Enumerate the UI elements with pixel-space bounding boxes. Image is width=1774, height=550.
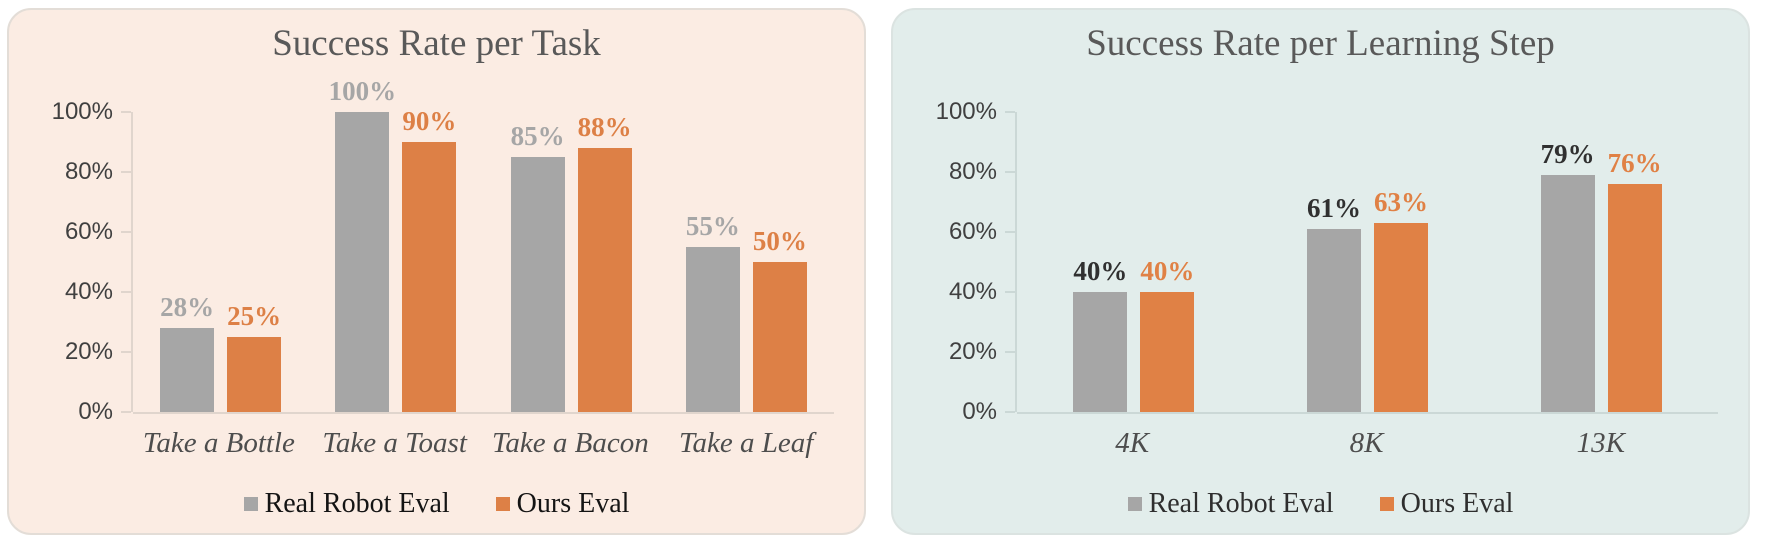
bar-real-robot-eval: 85% (510, 122, 565, 412)
y-axis-tick-label: 40% (948, 278, 997, 305)
bar-real-robot-eval: 100% (329, 77, 396, 412)
data-label: 50% (752, 226, 807, 256)
category-label: Take a Bottle (142, 427, 295, 459)
y-axis-tick-mark (1005, 351, 1015, 353)
chart-panel-success-rate-per-learning-step: Success Rate per Learning Step 0% 20% 40% 6… (891, 8, 1750, 535)
chart-title: Success Rate per Task (272, 23, 601, 64)
y-axis: 0% 20% 40% 60% 80% 100% (39, 98, 133, 425)
y-axis-tick-label: 100% (935, 98, 997, 125)
category-label: 8K (1349, 427, 1384, 459)
legend-swatch-ours-eval (495, 497, 510, 511)
bar-group: 40% 40% (1017, 112, 1251, 412)
bar-ours-eval: 90% (402, 107, 457, 412)
data-label: 88% (577, 112, 632, 142)
y-axis-tick-mark (121, 231, 131, 233)
legend-item: Real Robot Eval (1127, 488, 1334, 520)
data-label: 63% (1374, 187, 1428, 217)
y-axis-tick-label: 60% (948, 218, 997, 245)
data-label: 100% (328, 76, 397, 106)
legend: Real Robot Eval Ours Eval (923, 488, 1718, 520)
y-axis-tick-mark (121, 351, 131, 353)
y-axis-tick-mark (1005, 231, 1015, 233)
data-label: 90% (402, 106, 457, 136)
category-label: 13K (1576, 427, 1625, 459)
category-axis: 4K 8K 13K (1015, 426, 1718, 460)
data-label: 79% (1540, 139, 1595, 169)
legend-label: Ours Eval (516, 488, 630, 519)
data-label: 61% (1307, 193, 1361, 223)
bar-group: 61% 63% (1251, 112, 1485, 412)
category-label: Take a Toast (322, 427, 467, 459)
legend-item: Real Robot Eval (243, 488, 450, 520)
legend-item: Ours Eval (1379, 488, 1514, 520)
y-axis-tick-mark (121, 171, 131, 173)
bar-real-robot-eval: 55% (685, 212, 740, 412)
legend-swatch-real-robot-eval (1127, 497, 1142, 511)
plot-area: 28% 25% 100% 90% 85% 88% 55% 50% (133, 77, 834, 414)
legend-label: Ours Eval (1400, 488, 1514, 519)
chart-panel-success-rate-per-task: Success Rate per Task 0% 20% 40% 60% 80% 100%… (7, 8, 866, 535)
y-axis-tick-mark (1005, 411, 1015, 413)
chart-title: Success Rate per Learning Step (1086, 23, 1555, 64)
bar-real-robot-eval: 28% (160, 293, 215, 412)
legend: Real Robot Eval Ours Eval (39, 488, 834, 520)
y-axis-tick-mark (121, 291, 131, 293)
bar-ours-eval: 88% (577, 113, 632, 412)
y-axis-tick-mark (1005, 111, 1015, 113)
y-axis-tick-label: 60% (64, 218, 113, 245)
data-label: 40% (1140, 256, 1195, 286)
y-axis-tick-label: 20% (64, 338, 113, 365)
y-axis-tick-mark (1005, 171, 1015, 173)
y-axis-tick-label: 80% (64, 158, 113, 185)
bar-real-robot-eval: 79% (1540, 140, 1595, 412)
y-axis-tick-label: 40% (64, 278, 113, 305)
data-label: 76% (1607, 148, 1662, 178)
bar-real-robot-eval: 40% (1073, 257, 1128, 412)
legend-label: Real Robot Eval (264, 488, 450, 519)
category-label: Take a Leaf (678, 427, 814, 459)
bar-ours-eval: 76% (1607, 149, 1662, 412)
plot: 0% 20% 40% 60% 80% 100% 28% 25% 100% 90% 85% 88% 55… (39, 77, 834, 425)
legend-swatch-ours-eval (1379, 497, 1394, 511)
y-axis-tick-mark (1005, 291, 1015, 293)
bar-group: 79% 76% (1484, 112, 1718, 412)
bar-ours-eval: 40% (1140, 257, 1195, 412)
y-axis-tick-mark (121, 411, 131, 413)
legend-label: Real Robot Eval (1148, 488, 1334, 519)
y-axis-tick-label: 100% (51, 98, 113, 125)
bar-group: 28% 25% (133, 112, 308, 412)
bar-group: 55% 50% (659, 112, 834, 412)
legend-item: Ours Eval (495, 488, 630, 520)
bar-ours-eval: 50% (752, 227, 807, 412)
y-axis-tick-label: 0% (962, 398, 997, 425)
y-axis-tick-label: 0% (78, 398, 113, 425)
bar-ours-eval: 25% (227, 302, 282, 412)
category-axis: Take a Bottle Take a Toast Take a Bacon Tak… (131, 426, 834, 460)
y-axis-tick-mark (121, 111, 131, 113)
bar-ours-eval: 63% (1374, 188, 1428, 412)
data-label: 85% (510, 121, 565, 151)
y-axis-tick-label: 20% (948, 338, 997, 365)
data-label: 40% (1073, 256, 1128, 286)
plot: 0% 20% 40% 60% 80% 100% 40% 40% 61% 63% 79% 76% (923, 98, 1718, 425)
bar-group: 85% 88% (484, 112, 659, 412)
data-label: 55% (685, 211, 740, 241)
legend-swatch-real-robot-eval (243, 497, 258, 511)
data-label: 25% (227, 301, 282, 331)
bar-real-robot-eval: 61% (1307, 194, 1361, 412)
y-axis-tick-label: 80% (948, 158, 997, 185)
data-label: 28% (160, 292, 215, 322)
y-axis: 0% 20% 40% 60% 80% 100% (923, 98, 1017, 425)
category-label: Take a Bacon (491, 427, 649, 459)
category-label: 4K (1115, 427, 1150, 459)
bar-group: 100% 90% (308, 77, 483, 412)
plot-area: 40% 40% 61% 63% 79% 76% (1017, 112, 1718, 414)
